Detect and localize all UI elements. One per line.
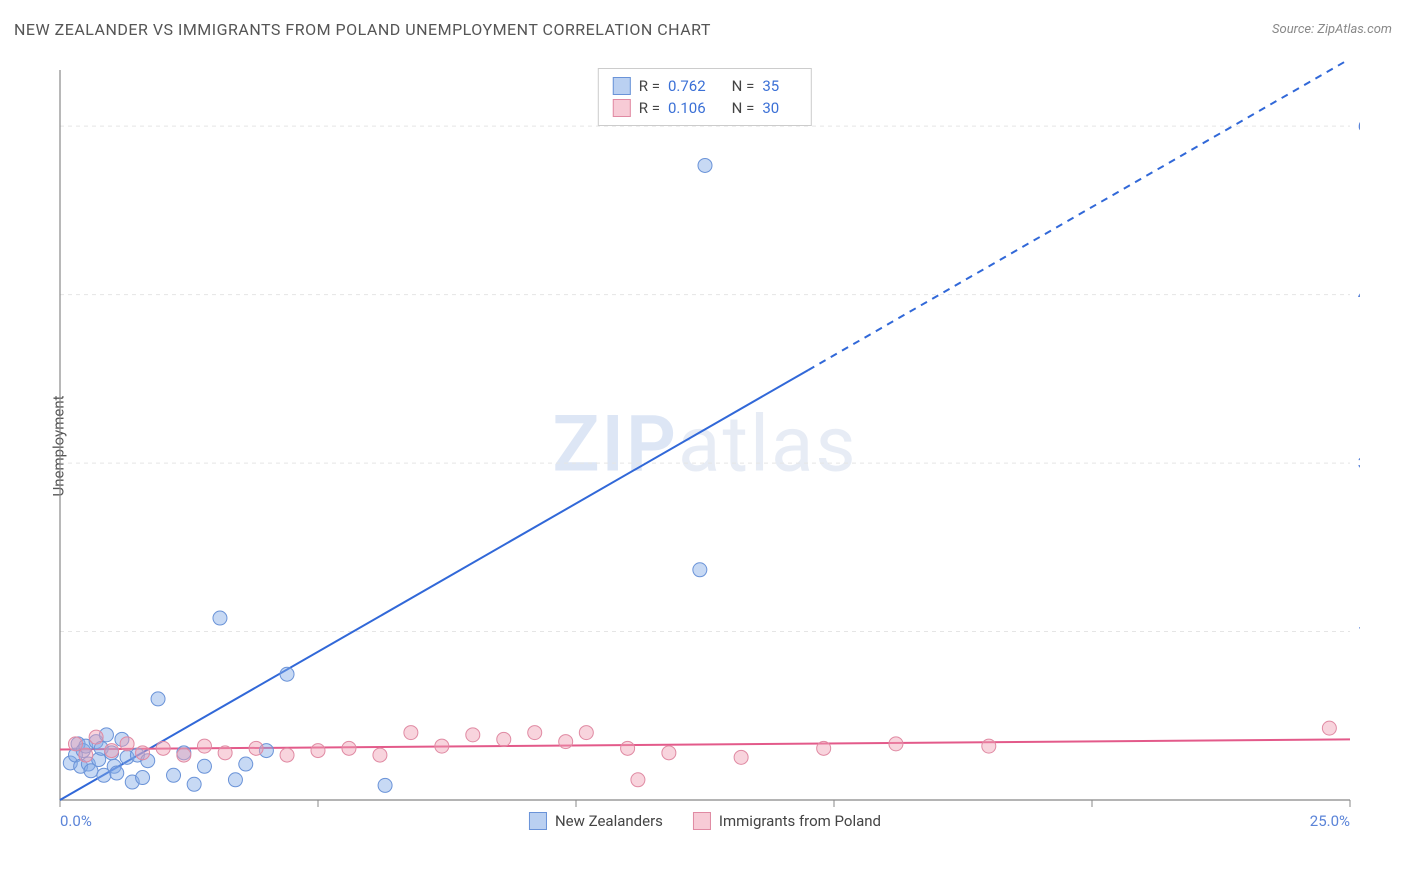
chart-area: ZIPatlas 15.0%30.0%45.0%60.0%0.0%25.0% R… <box>50 60 1360 830</box>
svg-text:45.0%: 45.0% <box>1358 286 1360 304</box>
n-label: N = <box>732 77 755 95</box>
svg-text:15.0%: 15.0% <box>1358 623 1360 641</box>
r-value-1: 0.762 <box>668 77 706 95</box>
stats-legend: R = 0.762 N = 35 R = 0.106 N = 30 <box>598 68 812 126</box>
r-label: R = <box>639 77 660 95</box>
legend-label-1: New Zealanders <box>555 812 663 830</box>
r-value-2: 0.106 <box>668 99 706 117</box>
n-value-2: 30 <box>762 99 779 117</box>
legend-item-1: New Zealanders <box>529 812 663 830</box>
swatch-series-1 <box>613 77 631 95</box>
swatch-series-2 <box>613 99 631 117</box>
n-value-1: 35 <box>762 77 779 95</box>
legend-item-2: Immigrants from Poland <box>693 812 881 830</box>
stats-row-2: R = 0.106 N = 30 <box>613 97 797 119</box>
svg-text:30.0%: 30.0% <box>1358 454 1360 472</box>
chart-title: NEW ZEALANDER VS IMMIGRANTS FROM POLAND … <box>14 20 711 39</box>
svg-text:25.0%: 25.0% <box>1310 812 1350 830</box>
svg-text:0.0%: 0.0% <box>60 812 92 830</box>
legend-label-2: Immigrants from Poland <box>719 812 881 830</box>
scatter-plot: 15.0% 30.0% 45.0% 60.0% 0.0% 25.0% <box>50 60 1360 830</box>
source-attribution: Source: ZipAtlas.com <box>1272 22 1392 37</box>
series-legend: New Zealanders Immigrants from Poland <box>529 812 881 830</box>
svg-text:60.0%: 60.0% <box>1358 117 1360 135</box>
stats-row-1: R = 0.762 N = 35 <box>613 75 797 97</box>
r-label: R = <box>639 99 660 117</box>
swatch-icon <box>529 812 547 830</box>
swatch-icon <box>693 812 711 830</box>
header: NEW ZEALANDER VS IMMIGRANTS FROM POLAND … <box>14 20 1392 39</box>
n-label: N = <box>732 99 755 117</box>
